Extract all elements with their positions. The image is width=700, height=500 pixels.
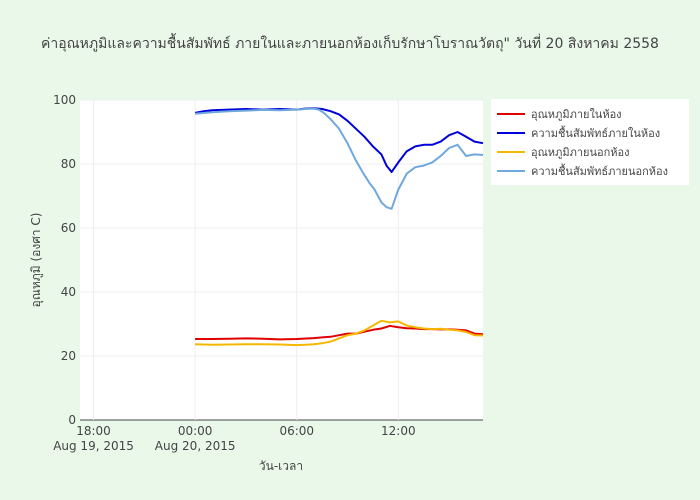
legend-label: ความชื้นสัมพัทธ์ภายนอกห้อง: [531, 163, 668, 178]
x-tick-date-label: Aug 20, 2015: [155, 439, 236, 453]
series-line-4: [195, 107, 484, 210]
y-tick-label: 0: [68, 413, 76, 427]
legend-label: อุณหภูมิภายในห้อง: [531, 108, 622, 121]
chart-title: ค่าอุณหภูมิและความชื้นสัมพัทธ์ ภายในและภ…: [41, 33, 659, 52]
plot-area: [80, 100, 483, 420]
y-tick-label: 80: [61, 157, 76, 171]
grid-layer: [80, 99, 483, 421]
x-tick-label: 18:00: [76, 424, 111, 438]
x-tick-label: 12:00: [381, 424, 416, 438]
legend: อุณหภูมิภายในห้องความชื้นสัมพัทธ์ภายในห้…: [491, 99, 689, 185]
series-layer: [194, 107, 484, 347]
x-tick-label: 06:00: [279, 424, 314, 438]
y-axis-title: อุณหภูมิ (องศา C): [29, 213, 44, 308]
x-tick-date-label: Aug 19, 2015: [53, 439, 134, 453]
legend-label: ความชื้นสัมพัทธ์ภายในห้อง: [531, 125, 660, 140]
x-tick-label: 00:00: [178, 424, 213, 438]
series-line-3: [195, 319, 484, 347]
y-tick-label: 20: [61, 349, 76, 363]
x-axis-title: วัน-เวลา: [259, 459, 303, 473]
legend-label: อุณหภูมิภายนอกห้อง: [531, 146, 629, 159]
y-tick-label: 40: [61, 285, 76, 299]
y-tick-label: 100: [53, 93, 76, 107]
y-tick-label: 60: [61, 221, 76, 235]
